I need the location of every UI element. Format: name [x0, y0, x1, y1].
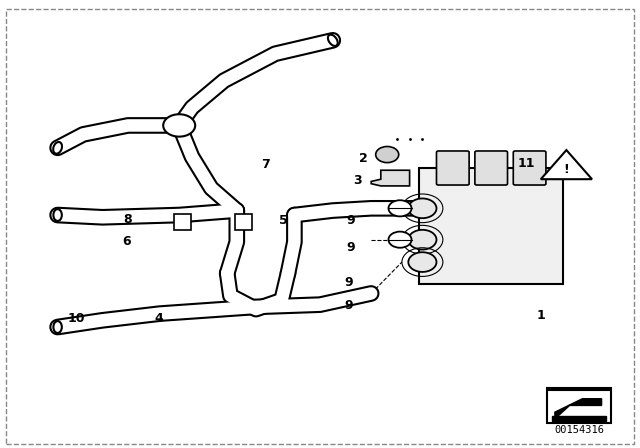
FancyBboxPatch shape: [513, 151, 546, 185]
Ellipse shape: [53, 142, 62, 154]
Ellipse shape: [53, 321, 62, 333]
Text: 2: 2: [359, 151, 368, 165]
Text: 00154316: 00154316: [554, 425, 604, 435]
FancyBboxPatch shape: [475, 151, 508, 185]
FancyBboxPatch shape: [436, 151, 469, 185]
Text: 3: 3: [353, 174, 362, 187]
Text: 1: 1: [536, 309, 545, 323]
Text: 11: 11: [517, 157, 535, 170]
Circle shape: [163, 114, 195, 137]
Text: 6: 6: [122, 234, 131, 248]
Text: 9: 9: [344, 276, 353, 289]
Bar: [552, 416, 606, 421]
Text: 9: 9: [346, 241, 355, 254]
Ellipse shape: [328, 34, 338, 46]
Text: 8: 8: [124, 213, 132, 226]
Bar: [174, 214, 191, 230]
Polygon shape: [555, 399, 602, 419]
Circle shape: [408, 230, 436, 250]
Polygon shape: [371, 170, 410, 186]
Ellipse shape: [53, 209, 62, 221]
Circle shape: [408, 198, 436, 218]
Circle shape: [408, 252, 436, 272]
Text: 5: 5: [279, 214, 288, 227]
Text: !: !: [564, 163, 569, 176]
Text: 7: 7: [261, 158, 270, 172]
Text: 4: 4: [154, 311, 163, 325]
Text: 9: 9: [344, 299, 353, 312]
Polygon shape: [541, 150, 592, 179]
Circle shape: [376, 146, 399, 163]
FancyBboxPatch shape: [547, 390, 611, 423]
Circle shape: [388, 232, 412, 248]
Text: 9: 9: [346, 214, 355, 227]
FancyBboxPatch shape: [419, 168, 563, 284]
Text: 10: 10: [68, 311, 86, 325]
Circle shape: [388, 200, 412, 216]
Bar: [235, 214, 252, 230]
